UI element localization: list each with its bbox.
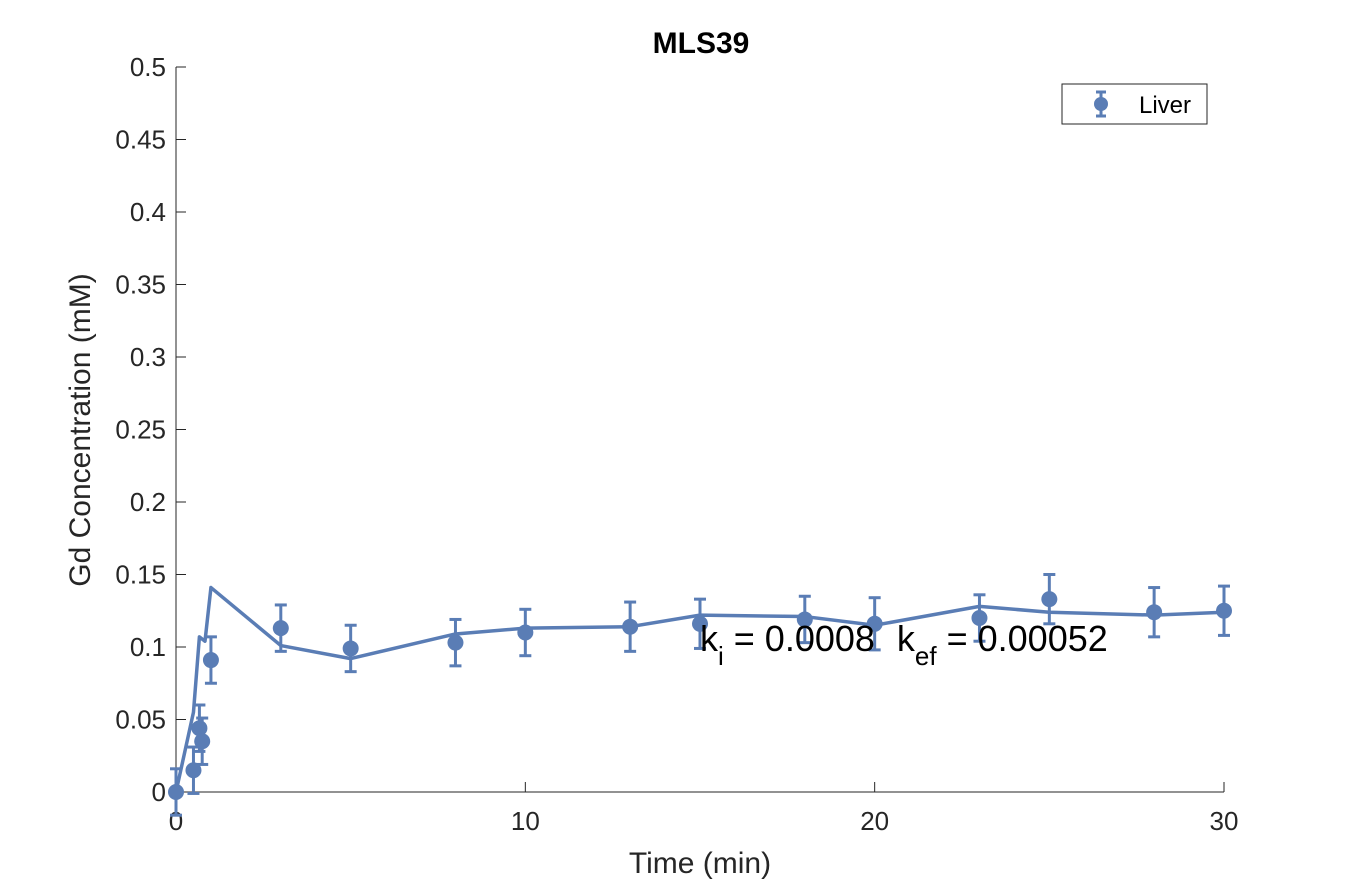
x-axis-label: Time (min) xyxy=(629,847,771,880)
x-tick-label: 20 xyxy=(860,806,889,836)
data-point xyxy=(1146,604,1163,621)
y-tick-label: 0.5 xyxy=(130,52,166,82)
legend-marker-icon xyxy=(1094,97,1108,111)
y-tick-label: 0.05 xyxy=(115,705,166,735)
k2-subscript: ef xyxy=(915,641,937,671)
data-point xyxy=(517,624,534,641)
data-point xyxy=(447,634,464,651)
x-tick-label: 0 xyxy=(169,806,183,836)
data-point xyxy=(168,784,184,800)
error-bars xyxy=(170,573,1230,817)
y-tick-label: 0.1 xyxy=(130,632,166,662)
data-point xyxy=(272,620,289,637)
legend-label-liver: Liver xyxy=(1139,92,1191,119)
y-tick-label: 0.25 xyxy=(115,415,166,445)
data-point xyxy=(191,720,208,737)
data-point xyxy=(971,610,988,626)
y-tick-label: 0.35 xyxy=(115,270,166,300)
markers xyxy=(168,591,1232,800)
y-tick-label: 0.15 xyxy=(115,560,166,590)
x-tick-label: 10 xyxy=(511,806,540,836)
y-tick-label: 0 xyxy=(152,777,166,807)
data-point xyxy=(194,733,211,750)
y-axis-label: Gd Concentration (mM) xyxy=(64,273,97,586)
data-point xyxy=(1041,591,1058,608)
rate-constants-annotation: ki = 0.0008 kef = 0.00052 xyxy=(700,618,1108,671)
data-point xyxy=(692,615,708,632)
k1-base: k xyxy=(700,618,719,659)
k1-subscript: i xyxy=(718,641,724,671)
legend: Liver xyxy=(1061,83,1208,125)
k1-value: = 0.0008 xyxy=(724,618,875,659)
k2-value: = 0.00052 xyxy=(937,618,1108,659)
data-point xyxy=(185,762,202,779)
data-point xyxy=(1216,602,1232,619)
data-point xyxy=(342,640,359,657)
y-tick-label: 0.3 xyxy=(130,342,166,372)
chart-title: MLS39 xyxy=(653,27,750,60)
y-tick-label: 0.2 xyxy=(130,487,166,517)
y-tick-label: 0.45 xyxy=(115,125,166,155)
data-point xyxy=(866,615,883,632)
data-point xyxy=(202,652,219,669)
legend-box xyxy=(1061,83,1208,125)
y-ticks: 0 0.05 0.1 0.15 0.2 0.25 0.3 0.35 0.4 0.45 0.5 xyxy=(115,52,186,807)
y-tick-label: 0.4 xyxy=(130,197,166,227)
data-point xyxy=(796,611,813,628)
x-ticks: 0 10 20 30 xyxy=(169,782,1239,836)
data-point xyxy=(622,618,639,635)
x-tick-label: 30 xyxy=(1210,806,1239,836)
k2-base: k xyxy=(897,618,916,659)
